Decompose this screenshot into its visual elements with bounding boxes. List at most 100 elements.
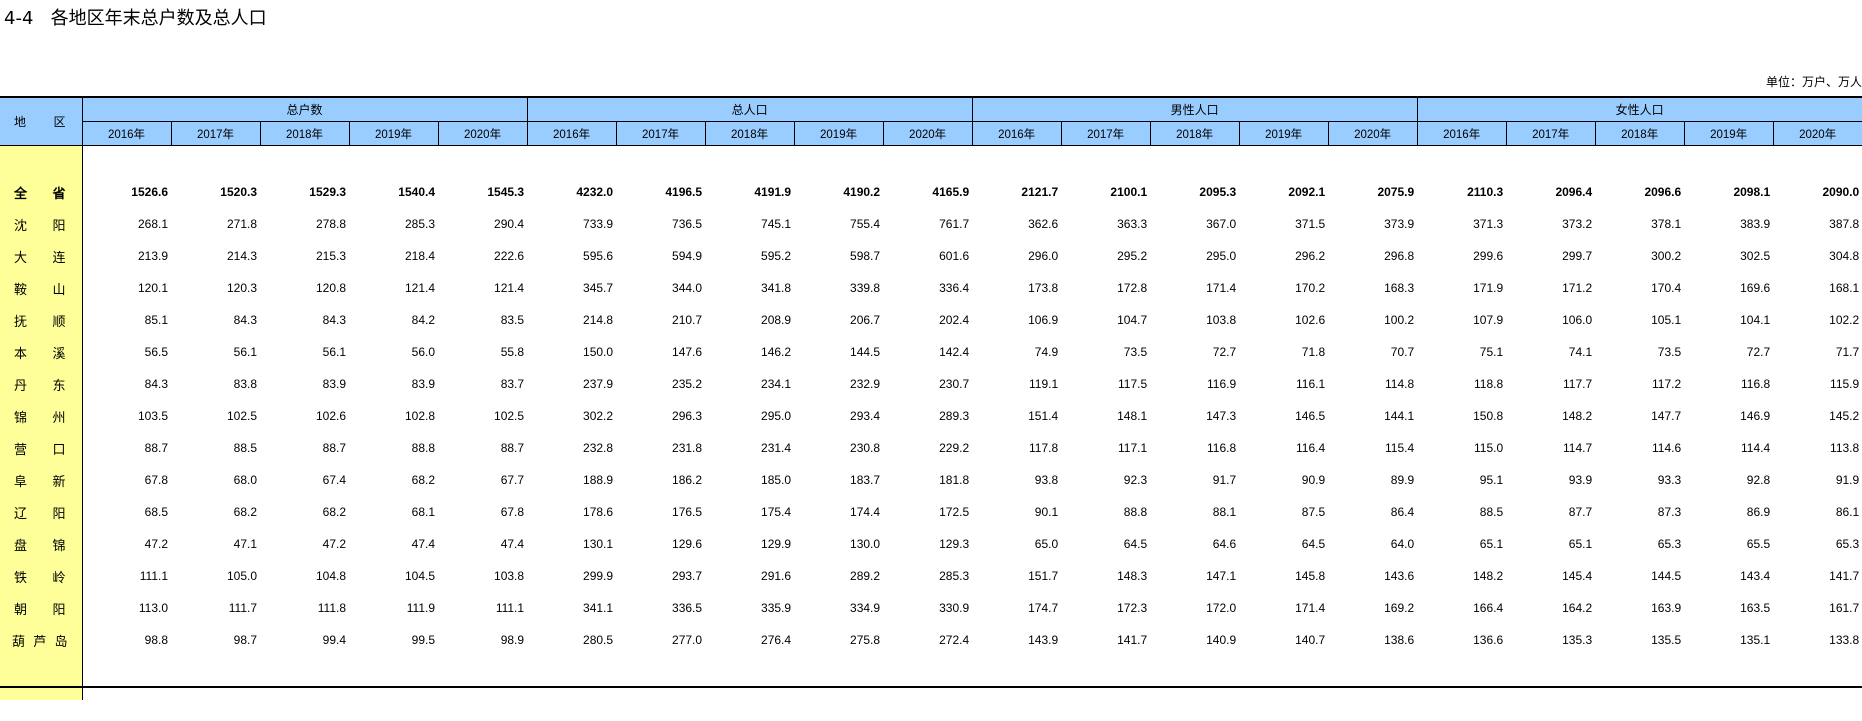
value-cell: 68.2 xyxy=(233,505,257,519)
value-cell: 213.9 xyxy=(137,249,168,263)
unit-note: 单位：万户、万人 xyxy=(1765,75,1862,89)
value-cell: 121.4 xyxy=(404,281,435,295)
region-name-char: 口 xyxy=(52,441,66,457)
value-cell: 172.0 xyxy=(1206,601,1237,615)
value-cell: 304.8 xyxy=(1829,249,1860,263)
value-cell: 143.4 xyxy=(1740,569,1771,583)
value-cell: 83.5 xyxy=(500,313,525,327)
value-cell: 73.5 xyxy=(1123,345,1148,359)
value-cell: 2100.1 xyxy=(1110,185,1148,199)
value-cell: 146.5 xyxy=(1295,409,1326,423)
value-cell: 133.8 xyxy=(1829,633,1860,647)
value-cell: 72.7 xyxy=(1746,345,1771,359)
value-cell: 171.4 xyxy=(1206,281,1237,295)
year-header: 2020年 xyxy=(882,121,973,146)
value-cell: 141.7 xyxy=(1117,633,1148,647)
year-header: 2016年 xyxy=(1416,121,1507,146)
value-cell: 100.2 xyxy=(1384,313,1415,327)
region-name-char: 阜 xyxy=(14,473,28,489)
region-name-cell: 沈阳 xyxy=(0,208,83,240)
value-cell: 4191.9 xyxy=(754,185,792,199)
value-cell: 144.5 xyxy=(850,345,881,359)
value-cell: 291.6 xyxy=(761,569,792,583)
year-header: 2019年 xyxy=(793,121,884,146)
value-cell: 140.9 xyxy=(1206,633,1237,647)
value-cell: 73.5 xyxy=(1657,345,1682,359)
value-cell: 106.9 xyxy=(1028,313,1059,327)
value-cell: 362.6 xyxy=(1028,217,1059,231)
region-name-char: 州 xyxy=(52,409,66,425)
region-name-cell: 鞍山 xyxy=(0,272,83,304)
page-title: 4-4 各地区年末总户数及总人口 xyxy=(4,8,267,29)
value-cell: 188.9 xyxy=(583,473,614,487)
year-header: 2017年 xyxy=(1505,121,1596,146)
year-header: 2017年 xyxy=(170,121,261,146)
value-cell: 163.9 xyxy=(1651,601,1682,615)
value-cell: 74.1 xyxy=(1568,345,1593,359)
value-cell: 1526.6 xyxy=(131,185,168,199)
value-cell: 88.7 xyxy=(500,441,525,455)
region-name-char: 沈 xyxy=(14,217,28,233)
value-cell: 230.8 xyxy=(850,441,881,455)
value-cell: 598.7 xyxy=(850,249,881,263)
value-cell: 231.8 xyxy=(672,441,703,455)
value-cell: 99.4 xyxy=(322,633,346,647)
value-cell: 88.8 xyxy=(1123,505,1148,519)
value-cell: 116.9 xyxy=(1206,377,1237,391)
value-cell: 105.0 xyxy=(226,569,257,583)
value-cell: 166.4 xyxy=(1473,601,1504,615)
region-name-char: 全 xyxy=(14,185,28,201)
region-name-cell: 铁岭 xyxy=(0,560,83,592)
population-table: 地区总户数 总人口 男性人口 女性人口 2016年 2017年 2018年 2019年 202… xyxy=(0,96,1862,700)
year-header: 2016年 xyxy=(971,121,1062,146)
value-cell: 68.2 xyxy=(411,473,435,487)
value-cell: 145.4 xyxy=(1562,569,1593,583)
region-name-char: 葫 xyxy=(12,633,26,649)
region-name-cell: 葫芦岛 xyxy=(0,624,83,656)
value-cell: 2075.9 xyxy=(1377,185,1415,199)
value-cell: 130.0 xyxy=(850,537,881,551)
value-cell: 330.9 xyxy=(939,601,970,615)
value-cell: 2098.1 xyxy=(1733,185,1771,199)
value-cell: 56.1 xyxy=(233,345,257,359)
value-cell: 65.0 xyxy=(1034,537,1059,551)
value-cell: 178.6 xyxy=(583,505,614,519)
value-cell: 147.1 xyxy=(1206,569,1237,583)
value-cell: 102.5 xyxy=(494,409,525,423)
value-cell: 293.4 xyxy=(850,409,881,423)
value-cell: 75.1 xyxy=(1479,345,1504,359)
value-cell: 121.4 xyxy=(494,281,525,295)
value-cell: 232.9 xyxy=(850,377,881,391)
blank-cell xyxy=(82,146,1862,177)
value-cell: 93.9 xyxy=(1568,473,1593,487)
value-cell: 98.9 xyxy=(500,633,525,647)
value-cell: 4232.0 xyxy=(576,185,614,199)
year-header: 2018年 xyxy=(1149,121,1240,146)
region-name-char: 顺 xyxy=(52,313,66,329)
region-name-char: 大 xyxy=(14,249,28,265)
value-cell: 129.6 xyxy=(672,537,703,551)
value-cell: 168.3 xyxy=(1384,281,1415,295)
group-header: 男性人口 xyxy=(971,96,1418,122)
region-name-cell: 阜新 xyxy=(0,464,83,496)
value-cell: 88.5 xyxy=(1479,505,1504,519)
value-cell: 164.2 xyxy=(1562,601,1593,615)
value-cell: 104.1 xyxy=(1740,313,1771,327)
year-header: 2020年 xyxy=(1772,121,1862,146)
value-cell: 185.0 xyxy=(761,473,792,487)
table-row: 朝阳 113.0 111.7 111.8 111.9 111.1 341.1 336.5 335… xyxy=(0,592,1862,624)
value-cell: 1545.3 xyxy=(487,185,525,199)
value-cell: 296.0 xyxy=(1028,249,1059,263)
value-cell: 146.2 xyxy=(761,345,792,359)
value-cell: 210.7 xyxy=(672,313,703,327)
value-cell: 170.4 xyxy=(1651,281,1682,295)
value-cell: 114.8 xyxy=(1385,377,1415,391)
region-name-char: 朝 xyxy=(14,601,28,617)
value-cell: 172.8 xyxy=(1117,281,1148,295)
value-cell: 183.7 xyxy=(850,473,881,487)
group-header: 总户数 xyxy=(81,96,528,122)
value-cell: 171.2 xyxy=(1562,281,1593,295)
value-cell: 341.8 xyxy=(761,281,792,295)
value-cell: 115.4 xyxy=(1385,441,1415,455)
region-name-cell: 全省 xyxy=(0,176,83,208)
